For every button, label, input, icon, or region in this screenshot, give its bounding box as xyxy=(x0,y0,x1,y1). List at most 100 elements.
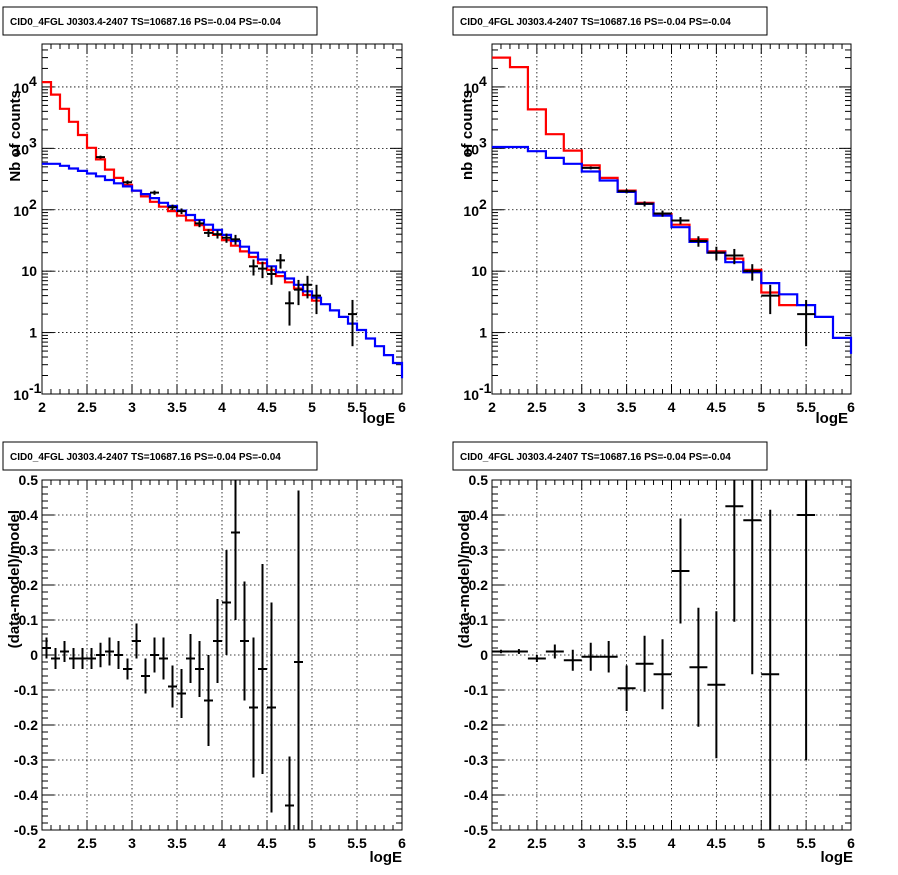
x-tick-label: 5.5 xyxy=(347,399,367,415)
data-point xyxy=(671,217,690,225)
data-point xyxy=(743,264,762,281)
y-tick-label: 0.3 xyxy=(19,542,39,558)
x-tick-label: 2.5 xyxy=(77,399,97,415)
data-point xyxy=(653,639,672,710)
y-tick-label: -0.2 xyxy=(464,717,488,733)
data-point xyxy=(509,649,528,654)
data-point xyxy=(240,581,249,701)
x-tick-label: 3 xyxy=(578,835,586,851)
data-point xyxy=(186,634,195,683)
y-tick-label: -0.1 xyxy=(14,682,38,698)
x-tick-label: 2.5 xyxy=(527,399,547,415)
data-point xyxy=(60,641,69,662)
data-point xyxy=(689,607,708,727)
data-point xyxy=(725,480,744,622)
y-tick-exponent: 2 xyxy=(29,196,37,212)
data-point xyxy=(671,518,690,624)
y-tick-exponent: 3 xyxy=(479,134,487,150)
panel-1-ylabel: Nb of counts xyxy=(7,90,24,182)
data-point xyxy=(797,480,816,760)
y-tick-label: 10 xyxy=(13,203,29,219)
data-point xyxy=(249,637,258,778)
panel-3: CID0_4FGL J0303.4-2407 TS=10687.16 PS=-0… xyxy=(2,441,406,866)
x-tick-label: 4 xyxy=(668,835,676,851)
x-tick-label: 3 xyxy=(128,399,136,415)
data-point xyxy=(114,641,123,669)
data-point xyxy=(213,230,222,239)
y-tick-label: 0 xyxy=(30,647,38,663)
x-tick-label: 3.5 xyxy=(167,835,187,851)
x-tick-label: 4.5 xyxy=(257,835,277,851)
y-tick-exponent: -1 xyxy=(479,380,492,396)
y-tick-label: 0.5 xyxy=(469,472,489,488)
data-point xyxy=(797,299,816,347)
histogram-series-red xyxy=(42,81,321,302)
x-tick-label: 4 xyxy=(218,399,226,415)
y-tick-exponent: 3 xyxy=(29,134,37,150)
y-tick-exponent: 2 xyxy=(479,196,487,212)
data-point xyxy=(527,655,546,662)
data-point xyxy=(581,642,600,671)
x-tick-label: 5.5 xyxy=(796,835,816,851)
data-point xyxy=(761,509,780,830)
data-point xyxy=(204,655,213,746)
panel-2-ylabel: nb of counts xyxy=(459,90,476,180)
data-point xyxy=(492,649,510,654)
y-tick-label: 10 xyxy=(463,141,479,157)
x-tick-label: 2 xyxy=(488,835,496,851)
data-point xyxy=(123,180,132,185)
y-tick-label: 0.4 xyxy=(469,507,489,523)
data-point xyxy=(617,189,636,194)
x-tick-label: 2 xyxy=(488,399,496,415)
y-tick-exponent: 4 xyxy=(479,73,487,89)
data-point xyxy=(348,299,357,347)
data-point xyxy=(249,259,258,276)
data-point xyxy=(285,291,294,326)
x-tick-label: 4 xyxy=(218,835,226,851)
data-point xyxy=(707,246,726,261)
y-tick-label: 10 xyxy=(13,141,29,157)
data-point xyxy=(141,658,150,694)
data-point xyxy=(204,229,213,238)
y-tick-label: -0.2 xyxy=(14,717,38,733)
x-tick-label: 6 xyxy=(847,399,855,415)
data-point xyxy=(177,669,186,718)
panel-2-title: CID0_4FGL J0303.4-2407 TS=10687.16 PS=-0… xyxy=(460,17,731,28)
panel-4: CID0_4FGL J0303.4-2407 TS=10687.16 PS=-0… xyxy=(452,441,855,866)
x-tick-label: 5.5 xyxy=(796,399,816,415)
panel-2-xlabel: logE xyxy=(816,410,849,427)
x-tick-label: 5 xyxy=(308,835,316,851)
histogram-series-blue xyxy=(492,145,853,354)
x-tick-label: 6 xyxy=(847,835,855,851)
x-tick-label: 2 xyxy=(38,399,46,415)
y-tick-label: -0.3 xyxy=(464,752,488,768)
y-tick-label: 0.2 xyxy=(19,577,39,593)
panel-3-title-box xyxy=(2,441,318,471)
y-tick-label: 0 xyxy=(480,647,488,663)
data-point xyxy=(96,155,105,159)
y-tick-label: 1 xyxy=(479,325,487,341)
x-tick-label: 3.5 xyxy=(617,835,637,851)
data-point xyxy=(761,284,780,315)
x-tick-label: 3 xyxy=(578,399,586,415)
y-tick-label: 1 xyxy=(29,325,37,341)
x-tick-label: 6 xyxy=(398,835,406,851)
y-tick-label: 10 xyxy=(13,80,29,96)
panel-1-title: CID0_4FGL J0303.4-2407 TS=10687.16 PS=-0… xyxy=(10,17,281,28)
x-tick-label: 4.5 xyxy=(707,399,727,415)
panel-2-title-box xyxy=(452,6,768,36)
data-point xyxy=(563,649,582,671)
data-point xyxy=(177,208,186,215)
y-tick-label: 0.1 xyxy=(19,612,39,628)
panel-4-plot: 2 2.5 3 3.5 4 4.5 5 5.5 6 -0.5 -0.4 -0.3 -0.2 -0.1 0 0.… xyxy=(464,472,855,851)
y-tick-label: 0.2 xyxy=(469,577,489,593)
data-point xyxy=(105,637,114,666)
y-tick-label: -0.3 xyxy=(14,752,38,768)
y-tick-label: 10 xyxy=(471,263,487,279)
data-point xyxy=(653,210,672,217)
data-point xyxy=(303,275,312,299)
y-tick-label: -0.4 xyxy=(464,787,488,803)
